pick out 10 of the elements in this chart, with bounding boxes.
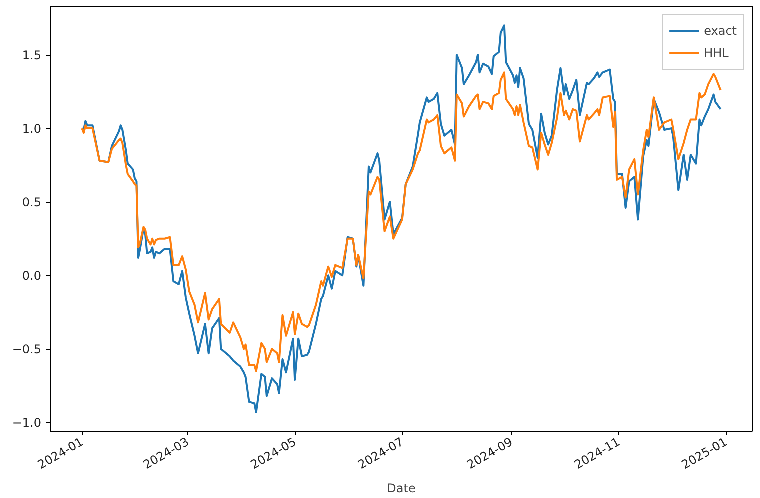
- y-tick-label: −0.5: [12, 342, 42, 357]
- y-tick-label: 0.5: [22, 196, 42, 210]
- x-axis-title: Date: [387, 481, 416, 496]
- legend-label: HHL: [704, 46, 729, 60]
- y-tick-label: −1.0: [12, 416, 42, 430]
- y-tick-label: 1.0: [22, 122, 42, 136]
- y-tick-label: 1.5: [22, 48, 42, 63]
- legend-label: exact: [704, 24, 737, 38]
- line-series: [81, 72, 722, 372]
- y-tick-label: 0.0: [22, 269, 42, 284]
